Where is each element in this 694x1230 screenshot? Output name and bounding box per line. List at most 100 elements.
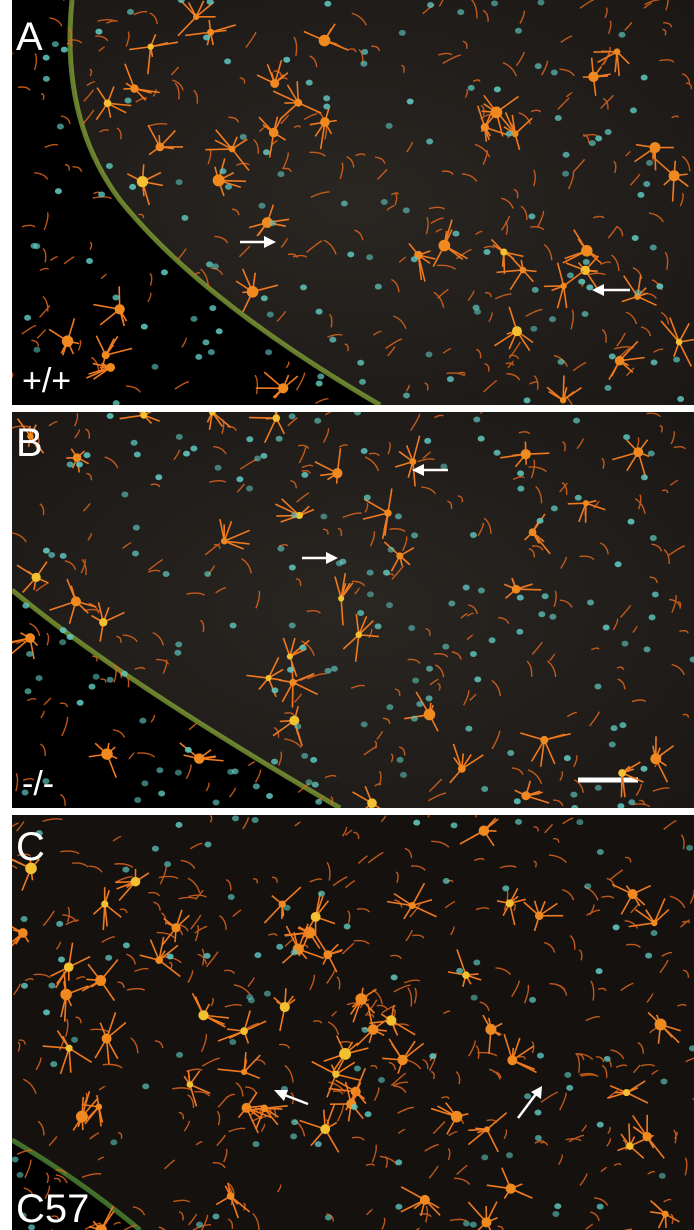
soma <box>485 1024 496 1035</box>
nucleus <box>131 440 138 446</box>
soma <box>623 1089 630 1096</box>
soma <box>104 99 112 107</box>
nucleus <box>571 805 578 811</box>
nucleus <box>656 283 663 289</box>
nucleus <box>60 553 67 559</box>
soma <box>669 170 680 181</box>
nucleus <box>25 688 32 694</box>
nucleus <box>611 725 618 731</box>
nucleus <box>33 243 40 249</box>
nucleus <box>129 184 136 190</box>
nucleus <box>202 339 209 345</box>
soma <box>529 528 537 536</box>
nucleus <box>451 822 458 828</box>
nucleus <box>426 138 433 144</box>
nucleus <box>517 470 524 476</box>
nucleus <box>357 610 364 616</box>
nucleus <box>457 9 464 15</box>
nucleus <box>395 513 402 519</box>
soma <box>130 84 138 92</box>
soma <box>101 748 112 759</box>
nucleus <box>271 759 278 765</box>
nucleus <box>71 1037 78 1043</box>
soma <box>229 146 236 153</box>
soma <box>76 1111 88 1123</box>
soma <box>633 447 643 457</box>
nucleus <box>208 349 215 355</box>
nucleus <box>564 755 571 761</box>
nucleus <box>566 1085 573 1091</box>
nucleus <box>252 1141 259 1147</box>
nucleus <box>107 677 114 683</box>
nucleus <box>56 921 63 927</box>
nucleus <box>517 595 524 601</box>
nucleus <box>649 614 656 620</box>
nucleus <box>660 1079 667 1085</box>
soma <box>193 14 199 20</box>
soma <box>25 633 35 643</box>
nucleus <box>301 472 308 478</box>
nucleus <box>562 171 569 177</box>
nucleus <box>426 666 433 672</box>
nucleus <box>400 772 407 778</box>
tissue <box>12 815 694 1230</box>
soma <box>655 1019 667 1031</box>
soma <box>101 900 108 907</box>
soma <box>273 414 281 422</box>
nucleus <box>43 76 50 82</box>
nucleus <box>341 201 348 207</box>
nucleus <box>175 641 182 647</box>
nucleus <box>549 614 556 620</box>
nucleus <box>442 644 449 650</box>
nucleus <box>605 385 612 391</box>
nucleus <box>484 249 491 255</box>
nucleus <box>609 741 616 747</box>
soma <box>643 1132 652 1141</box>
nucleus <box>61 47 68 53</box>
nucleus <box>364 494 371 500</box>
soma <box>96 1103 103 1110</box>
nucleus <box>440 464 447 470</box>
nucleus <box>58 956 65 962</box>
nucleus <box>84 452 91 458</box>
nucleus <box>291 949 298 955</box>
nucleus <box>21 983 28 989</box>
nucleus <box>291 1119 298 1125</box>
soma <box>95 975 106 986</box>
soma <box>64 962 74 972</box>
soma <box>491 107 503 119</box>
soma <box>650 142 661 153</box>
soma <box>367 798 377 808</box>
nucleus <box>595 135 602 141</box>
soma <box>626 1142 634 1150</box>
nucleus <box>677 396 684 402</box>
nucleus <box>175 822 182 828</box>
nucleus <box>506 1152 513 1158</box>
nucleus <box>567 272 574 278</box>
nucleus <box>195 354 202 360</box>
nucleus <box>289 564 296 570</box>
nucleus <box>641 766 648 772</box>
genotype-label: +/+ <box>22 362 71 400</box>
nucleus <box>463 584 470 590</box>
nucleus <box>641 75 648 81</box>
soma <box>270 79 279 88</box>
nucleus <box>86 258 93 264</box>
nucleus <box>617 803 624 809</box>
nucleus <box>300 284 307 290</box>
soma <box>194 753 205 764</box>
nucleus <box>613 924 620 930</box>
nucleus <box>106 163 113 169</box>
soma <box>615 356 625 366</box>
nucleus <box>310 757 317 763</box>
nucleus <box>283 57 290 63</box>
soma <box>439 240 451 252</box>
nucleus <box>236 476 243 482</box>
nucleus <box>465 726 472 732</box>
nucleus <box>127 9 134 15</box>
nucleus <box>632 235 639 241</box>
nucleus <box>365 1111 372 1117</box>
nucleus <box>456 968 463 974</box>
nucleus <box>48 983 55 989</box>
soma <box>209 409 216 416</box>
